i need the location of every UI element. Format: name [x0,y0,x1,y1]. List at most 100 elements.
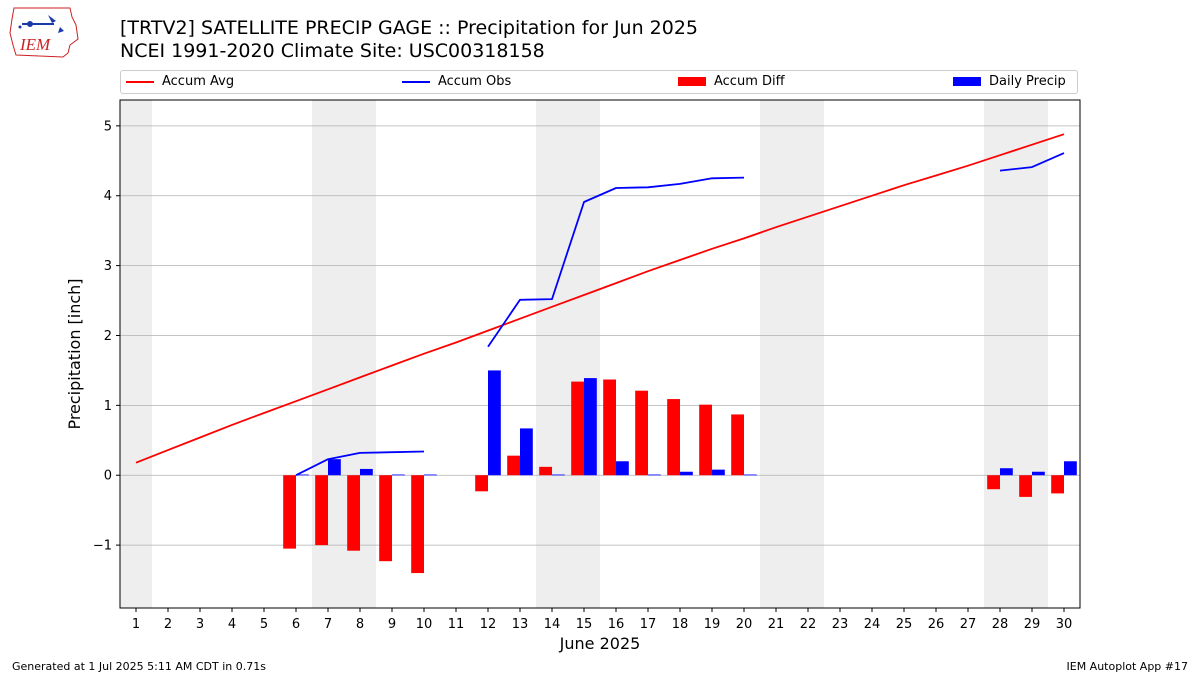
x-tick-label: 28 [992,617,1009,632]
accum-diff-bar [539,466,552,476]
accum-diff-bar [507,455,520,476]
y-tick-label: 5 [104,119,112,134]
accum-diff-bar [1051,475,1064,494]
y-tick-label: 2 [104,329,112,344]
x-tick-label: 7 [324,617,332,632]
x-tick-label: 30 [1056,617,1073,632]
x-tick-label: 29 [1024,617,1041,632]
y-tick-label: 0 [104,469,112,484]
daily-precip-bar [584,378,597,476]
daily-precip-bar [296,474,309,476]
x-tick-label: 18 [672,617,689,632]
daily-precip-bar [424,474,437,476]
x-tick-label: 24 [864,617,881,632]
x-tick-label: 26 [928,617,945,632]
legend-swatch-accum-obs [402,80,430,83]
x-tick-label: 21 [768,617,785,632]
accum-obs-line [295,450,425,477]
legend-swatch-daily-precip [953,77,981,86]
daily-precip-bar [616,461,629,476]
accum-avg-line [135,133,1065,464]
accum-diff-bar [347,475,360,551]
iem-logo: IEM [9,7,79,58]
legend-swatch-accum-diff [678,77,706,86]
x-tick-label: 8 [356,617,364,632]
x-tick-label: 22 [800,617,817,632]
x-tick-label: 11 [448,617,465,632]
weekend-shade [984,100,1016,608]
accum-diff-bar [635,390,648,476]
daily-precip-bar [648,474,661,476]
weekend-shade [792,100,824,608]
x-tick-label: 25 [896,617,913,632]
plot-frame [119,99,1081,609]
x-tick-label: 27 [960,617,977,632]
weekend-shade [120,100,152,608]
daily-precip-bar [680,471,693,476]
accum-diff-bar [699,404,712,476]
accum-diff-bar [379,475,392,562]
daily-precip-bar [712,469,725,476]
daily-precip-bar [360,468,373,476]
x-tick-label: 3 [196,617,204,632]
x-tick-label: 12 [480,617,497,632]
chart-subtitle: NCEI 1991-2020 Climate Site: USC00318158 [120,40,545,62]
daily-precip-bar [328,459,341,476]
logo-wordmark: IEM [19,35,51,54]
accum-diff-bar [475,475,488,492]
x-tick-label: 13 [512,617,529,632]
footer-app-id: IEM Autoplot App #17 [1066,660,1189,673]
accum-diff-bar [571,381,584,476]
weekend-shade [760,100,792,608]
accum-diff-bar [411,475,424,574]
x-tick-label: 6 [292,617,300,632]
x-axis-label: June 2025 [559,634,641,653]
legend-label: Daily Precip [989,74,1066,89]
legend-item-accum-avg: Accum Avg [126,74,234,89]
daily-precip-bar [552,474,565,476]
legend: Accum Avg Accum Obs Accum Diff Daily Pre… [120,70,1078,94]
legend-swatch-accum-avg [126,80,154,83]
x-tick-label: 1 [132,617,140,632]
x-tick-label: 5 [260,617,268,632]
x-tick-label: 14 [544,617,561,632]
y-tick-label: 4 [104,189,112,204]
daily-precip-bar [1000,468,1013,476]
daily-precip-bar [392,474,405,476]
daily-precip-bar [488,370,501,476]
accum-diff-bar [667,399,680,476]
accum-diff-bar [603,379,616,476]
legend-item-accum-diff: Accum Diff [678,74,785,89]
y-tick-label: 1 [104,399,112,414]
y-tick-label: −1 [93,539,112,554]
chart-title: [TRTV2] SATELLITE PRECIP GAGE :: Precipi… [120,17,699,39]
legend-item-accum-obs: Accum Obs [402,74,511,89]
accum-obs-line [999,152,1065,172]
daily-precip-bar [744,474,757,476]
legend-label: Accum Avg [162,74,235,89]
daily-precip-bar [1032,471,1045,476]
daily-precip-bar [1064,461,1077,476]
x-tick-label: 10 [416,617,433,632]
footer-generated: Generated at 1 Jul 2025 5:11 AM CDT in 0… [12,660,266,673]
daily-precip-bar [520,428,533,476]
x-tick-label: 23 [832,617,849,632]
accum-diff-bar [283,475,296,549]
legend-item-daily-precip: Daily Precip [953,74,1066,89]
legend-label: Accum Diff [714,74,785,89]
accum-diff-bar [731,414,744,476]
x-tick-label: 19 [704,617,721,632]
x-tick-label: 16 [608,617,625,632]
x-tick-label: 15 [576,617,593,632]
y-axis-label: Precipitation [inch] [65,278,84,429]
legend-label: Accum Obs [438,74,512,89]
x-tick-label: 20 [736,617,753,632]
accum-diff-bar [987,475,1000,490]
x-tick-label: 9 [388,617,396,632]
accum-diff-bar [1019,475,1032,497]
y-tick-label: 3 [104,259,112,274]
accum-obs-line [487,176,745,348]
x-tick-label: 2 [164,617,172,632]
x-tick-label: 4 [228,617,236,632]
